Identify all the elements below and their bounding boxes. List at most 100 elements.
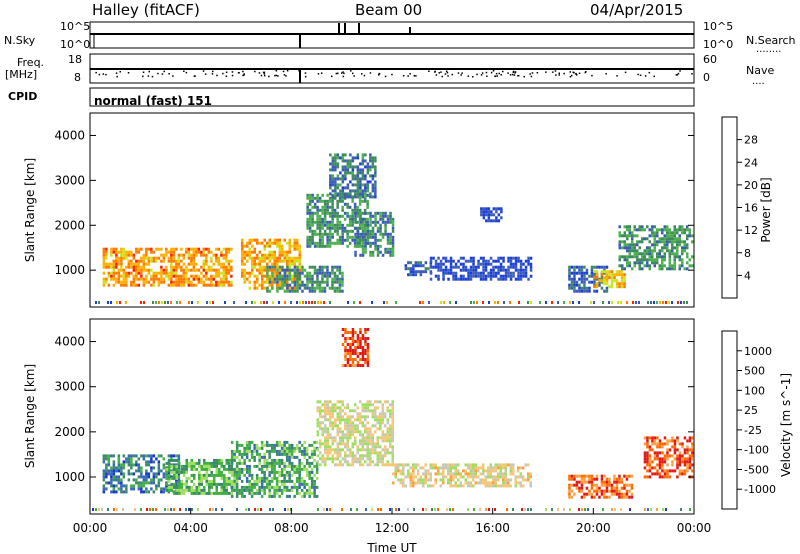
range-cell <box>570 474 574 478</box>
range-cell <box>107 463 111 467</box>
range-cell <box>283 467 286 471</box>
range-cell <box>339 427 342 431</box>
range-cell <box>570 477 574 481</box>
range-cell <box>110 472 113 476</box>
range-cell <box>310 443 314 447</box>
range-cell <box>442 466 445 470</box>
freq-dot <box>563 72 565 75</box>
range-cell <box>603 489 606 493</box>
range-cell <box>248 247 251 251</box>
range-cell <box>150 283 153 287</box>
freq-dot <box>157 72 159 75</box>
range-cell <box>192 265 196 269</box>
range-cell <box>595 276 599 280</box>
range-cell <box>628 249 631 253</box>
range-cell <box>281 265 284 269</box>
range-cell <box>509 484 512 488</box>
range-cell <box>366 409 369 413</box>
range-cell <box>341 364 345 367</box>
range-cell <box>527 478 530 482</box>
range-cell <box>389 220 392 224</box>
range-cell <box>391 421 394 425</box>
range-cell <box>623 282 626 286</box>
range-cell <box>125 271 128 275</box>
range-cell <box>635 301 637 304</box>
range-cell <box>135 274 138 278</box>
range-cell <box>158 301 160 304</box>
range-cell <box>363 217 367 221</box>
range-cell <box>384 220 387 224</box>
range-cell <box>120 472 123 476</box>
range-cell <box>519 274 523 278</box>
range-cell <box>407 463 410 467</box>
range-cell <box>344 168 347 172</box>
range-cell <box>261 274 264 278</box>
range-cell <box>331 177 335 181</box>
range-cell <box>254 508 256 511</box>
range-cell <box>389 451 392 455</box>
range-cell <box>369 448 372 452</box>
range-cell <box>482 262 485 266</box>
range-cell <box>333 286 337 290</box>
range-cell <box>381 421 384 425</box>
range-cell <box>366 442 369 446</box>
range-cell <box>338 286 342 290</box>
range-cell <box>245 467 249 471</box>
range-cell <box>363 235 367 239</box>
range-cell <box>110 277 113 281</box>
range-cell <box>613 480 616 484</box>
range-cell <box>160 487 163 491</box>
range-cell <box>333 289 337 293</box>
range-cell <box>220 476 223 480</box>
range-cell <box>313 479 316 483</box>
range-cell <box>467 271 470 275</box>
range-cell <box>135 265 138 269</box>
range-cell <box>168 467 171 471</box>
range-cell <box>529 274 533 278</box>
range-cell <box>464 277 468 281</box>
range-cell <box>329 418 332 422</box>
range-cell <box>500 210 503 214</box>
range-cell <box>653 439 657 443</box>
range-cell <box>449 256 453 260</box>
range-cell <box>288 455 291 459</box>
range-cell <box>288 250 291 254</box>
range-cell <box>167 454 171 458</box>
range-cell <box>595 492 599 496</box>
range-cell <box>361 195 365 199</box>
range-cell <box>504 484 507 488</box>
range-cell <box>361 229 365 233</box>
range-cell <box>573 265 576 269</box>
range-cell <box>308 286 312 290</box>
range-cell <box>162 280 166 284</box>
range-cell <box>585 277 589 281</box>
freq-dot <box>335 72 338 75</box>
range-cell <box>155 484 158 488</box>
range-cell <box>366 202 369 206</box>
range-cell <box>305 446 309 450</box>
range-cell <box>331 183 335 187</box>
range-cell <box>464 481 467 485</box>
range-cell <box>371 409 374 413</box>
range-cell <box>364 340 367 343</box>
range-cell <box>414 270 418 274</box>
range-cell <box>381 418 384 422</box>
range-cell <box>319 409 322 413</box>
range-cell <box>157 271 161 275</box>
range-cell <box>359 358 362 361</box>
range-cell <box>326 232 329 236</box>
range-cell <box>238 491 241 495</box>
range-cell <box>628 483 631 487</box>
range-cell <box>293 274 297 278</box>
range-cell <box>243 446 246 450</box>
range-cell <box>472 469 475 473</box>
range-cell <box>691 240 694 244</box>
range-cell <box>102 454 106 458</box>
range-cell <box>568 492 571 496</box>
range-cell <box>626 264 629 268</box>
range-cell <box>608 285 611 289</box>
freq-dot <box>486 75 488 77</box>
range-cell <box>588 489 591 493</box>
range-cell <box>364 442 367 446</box>
range-cell <box>225 265 228 269</box>
